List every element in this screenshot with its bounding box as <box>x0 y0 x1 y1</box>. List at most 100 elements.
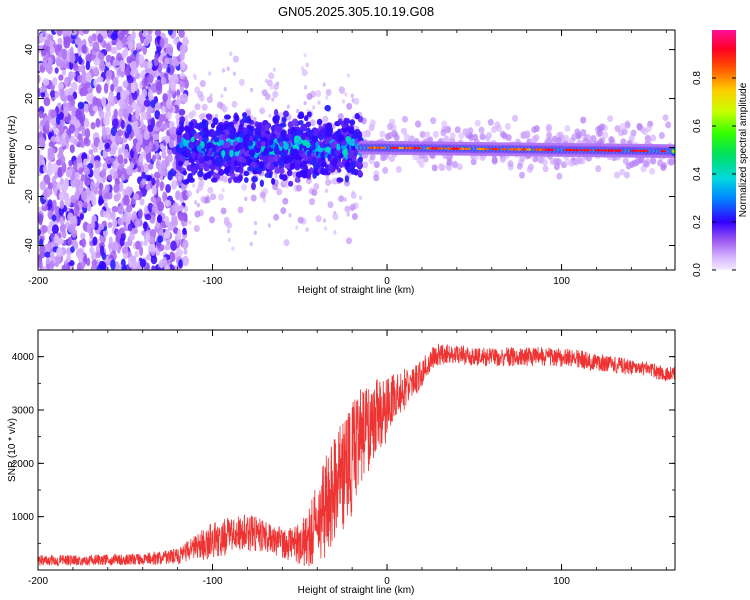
spectrogram-cell <box>282 197 289 205</box>
spectrogram-cell <box>142 163 150 174</box>
spectrogram-cell <box>168 122 173 129</box>
x-tick-label: -100 <box>203 576 223 587</box>
spectrogram-cell <box>431 164 438 172</box>
spectrogram-cell <box>88 35 93 44</box>
spectrogram-cell <box>346 139 354 146</box>
spectrogram-cell <box>259 107 266 115</box>
spectrogram-cell <box>263 147 270 154</box>
spectrogram-cell <box>309 198 315 206</box>
spectrogram-cell <box>274 166 281 174</box>
spectrogram-cell <box>319 142 325 149</box>
spectrogram-cell <box>46 168 53 176</box>
spectrogram-cell <box>254 147 261 154</box>
spectrogram-cell <box>161 105 166 114</box>
spectrogram-cell <box>121 246 129 254</box>
spectrogram-cell <box>301 66 305 71</box>
spectrogram-cell <box>346 73 350 78</box>
spectrogram-cell <box>309 131 314 137</box>
spectrogram-cell <box>369 153 376 161</box>
spectrogram-cell <box>186 164 194 172</box>
spectrogram-cell <box>154 152 160 160</box>
spectrogram-cell <box>43 175 51 185</box>
snr-x-axis: -200 -100 0 100 <box>28 330 667 587</box>
spectrogram-cell <box>59 177 64 186</box>
spectrogram-cell <box>183 125 190 133</box>
spectrogram-cell <box>143 38 150 47</box>
spectrogram-cell <box>491 156 498 163</box>
spectrogram-cell <box>349 203 356 211</box>
spectrogram-cell <box>49 220 54 228</box>
spectrogram-cell <box>320 167 326 175</box>
spectrogram-cell <box>322 115 329 123</box>
spectrogram-cell <box>116 92 121 101</box>
spectrogram-cell <box>154 30 162 37</box>
spectrogram-cell <box>224 167 230 174</box>
snr-frame <box>37 329 676 571</box>
spectrogram-cell <box>320 151 325 160</box>
spectrogram-cell <box>164 57 170 65</box>
spectrogram-cell <box>332 213 339 221</box>
spectrogram-cell <box>54 135 60 143</box>
spectrogram-cell <box>121 264 128 270</box>
spectrogram-cell <box>325 88 332 96</box>
spectrogram-cell <box>531 126 538 134</box>
spectrogram-cell <box>620 138 627 146</box>
spectrogram-cell <box>95 83 102 94</box>
spectrogram-cell <box>166 66 171 74</box>
spectrogram-cell <box>478 126 485 134</box>
spectrogram-cell <box>39 244 46 256</box>
spectrogram-cell <box>38 74 41 84</box>
spectrogram-cell <box>625 162 632 170</box>
spectrogram-cell <box>50 109 57 119</box>
spectrogram-cell <box>166 153 173 163</box>
spectrogram-cell <box>220 207 227 215</box>
spectrogram-cell <box>59 223 67 233</box>
spectrogram-cell <box>305 62 309 68</box>
spectrogram-cell <box>343 197 347 202</box>
spectrogram-cell <box>170 240 177 252</box>
spectrogram-cell <box>642 160 649 168</box>
spectrogram-cell <box>268 113 272 119</box>
spectrogram-cell <box>81 86 88 97</box>
spectrogram-cell <box>87 163 94 170</box>
spectrogram-cell <box>303 53 307 58</box>
spectrogram-cell <box>227 125 232 132</box>
spectrogram-cell <box>194 200 198 205</box>
spectrogram-cell <box>297 148 303 155</box>
spectrogram-cell <box>51 162 59 173</box>
spectrogram-cell <box>110 211 116 220</box>
spectrogram-cell <box>127 223 133 232</box>
spectrogram-cell <box>116 129 124 137</box>
spectrogram-cell <box>305 121 312 128</box>
spectrogram-cell <box>577 157 584 165</box>
spectrogram-cell <box>47 181 53 191</box>
spectrogram-cell <box>42 165 48 173</box>
spectrogram-cell <box>250 194 257 202</box>
spectrogram-cell <box>135 108 140 120</box>
spectrogram-cell <box>61 96 68 103</box>
spectrogram-cell <box>204 196 211 204</box>
spectrogram-cell <box>67 101 72 112</box>
spectrogram-cell <box>222 175 228 183</box>
spectrogram-cell <box>650 134 657 142</box>
spectrogram-cell <box>89 229 94 239</box>
spectrogram-frame <box>37 29 676 271</box>
spectrogram-cell <box>220 93 224 99</box>
spectrogram-cell <box>323 138 330 145</box>
spectrogram-cell <box>281 116 287 123</box>
spectrogram-cell <box>74 178 80 189</box>
spectrogram-cell <box>54 90 60 98</box>
spectrogram-cell <box>274 173 278 179</box>
spectrogram-cell <box>160 159 167 171</box>
spectrogram-cell <box>112 160 118 171</box>
spectrogram-cell <box>432 131 439 138</box>
spectrogram-cell <box>75 108 82 120</box>
spectrogram-cell <box>71 71 76 78</box>
spectrogram-cell <box>499 156 506 163</box>
spectrogram-cell <box>40 85 48 93</box>
spectrogram-cell <box>238 174 243 182</box>
spectrogram-cell <box>165 135 170 144</box>
spectrogram-cell <box>133 151 138 161</box>
spectrogram-cell <box>346 237 352 245</box>
spectrogram-cell <box>167 30 173 36</box>
